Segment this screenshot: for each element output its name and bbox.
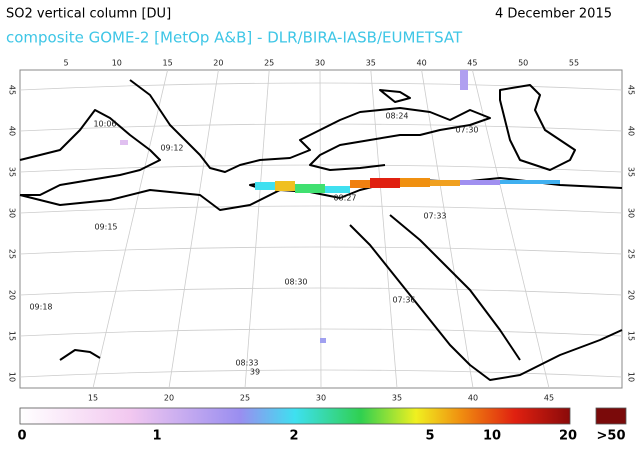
bottom-lon-label: 45: [544, 394, 554, 403]
parallel: [19, 246, 623, 255]
so2-plume: [120, 70, 560, 343]
parallel: [19, 82, 623, 91]
parallel: [19, 205, 623, 214]
overpass-time: 07:36: [392, 296, 415, 305]
right-lat-label: 15: [627, 331, 636, 341]
bottom-lon-label: 30: [316, 394, 326, 403]
overpass-time: 09:12: [160, 144, 183, 153]
bottom-lon-label: 20: [164, 394, 174, 403]
top-lon-label: 30: [315, 59, 325, 68]
overpass-time: 07:33: [423, 212, 446, 221]
top-lon-label: 25: [264, 59, 274, 68]
left-lat-label: 15: [8, 331, 17, 341]
left-lat-label: 35: [8, 167, 17, 177]
bottom-lon-label: 40: [468, 394, 478, 403]
right-lat-label: 45: [627, 85, 636, 95]
bottom-lon-label: 35: [392, 394, 402, 403]
colorbar-overflow: [595, 407, 627, 425]
right-lat-label: 40: [627, 126, 636, 136]
parallel: [19, 369, 623, 378]
parallel: [19, 123, 623, 132]
right-lat-label: 25: [627, 249, 636, 259]
parallel: [19, 287, 623, 296]
colorbar: [19, 407, 571, 425]
left-lat-label: 25: [8, 249, 17, 259]
top-lon-label: 55: [569, 59, 579, 68]
overpass-time: 08:24: [385, 112, 408, 121]
overpass-time: 08:27: [333, 194, 356, 203]
meridian: [168, 69, 219, 389]
colorbar-label: 5: [425, 429, 434, 444]
overpass-time: 39: [250, 368, 260, 377]
meridian: [421, 69, 474, 389]
bottom-lon-label: 25: [240, 394, 250, 403]
colorbar-label: 0: [17, 429, 26, 444]
top-lon-label: 20: [213, 59, 223, 68]
left-lat-label: 45: [8, 85, 17, 95]
parallel: [19, 328, 623, 337]
meridian: [244, 69, 270, 389]
top-lon-label: 10: [112, 59, 122, 68]
overpass-time: 08:33: [235, 359, 258, 368]
meridian: [92, 69, 168, 389]
colorbar-label: 10: [483, 429, 501, 444]
left-lat-label: 40: [8, 126, 17, 136]
top-lon-label: 50: [518, 59, 528, 68]
top-lon-label: 45: [467, 59, 477, 68]
meridian: [472, 69, 550, 389]
left-lat-label: 20: [8, 290, 17, 300]
top-lon-label: 5: [63, 59, 68, 68]
overpass-time: 09:18: [29, 303, 52, 312]
right-lat-label: 35: [627, 167, 636, 177]
date: 4 December 2015: [495, 7, 612, 22]
title: SO2 vertical column [DU]: [6, 7, 171, 22]
overpass-time: 07:30: [455, 126, 478, 135]
colorbar-label: 1: [152, 429, 161, 444]
colorbar-label: 20: [559, 429, 577, 444]
top-lon-label: 15: [163, 59, 173, 68]
bottom-lon-label: 15: [88, 394, 98, 403]
graticule: [19, 69, 623, 389]
left-lat-label: 30: [8, 208, 17, 218]
top-lon-label: 40: [417, 59, 427, 68]
parallel: [19, 164, 623, 173]
top-lon-label: 35: [366, 59, 376, 68]
colorbar-label: 2: [289, 429, 298, 444]
subtitle: composite GOME-2 [MetOp A&B] - DLR/BIRA-…: [6, 29, 463, 47]
right-lat-label: 10: [627, 372, 636, 382]
left-lat-label: 10: [8, 372, 17, 382]
right-lat-label: 30: [627, 208, 636, 218]
meridian: [319, 69, 322, 389]
overpass-time: 09:15: [94, 223, 117, 232]
overpass-time: 10:06: [93, 120, 116, 129]
colorbar-label: >50: [597, 429, 626, 444]
meridian: [370, 69, 398, 389]
overpass-time: 08:30: [284, 278, 307, 287]
right-lat-label: 20: [627, 290, 636, 300]
